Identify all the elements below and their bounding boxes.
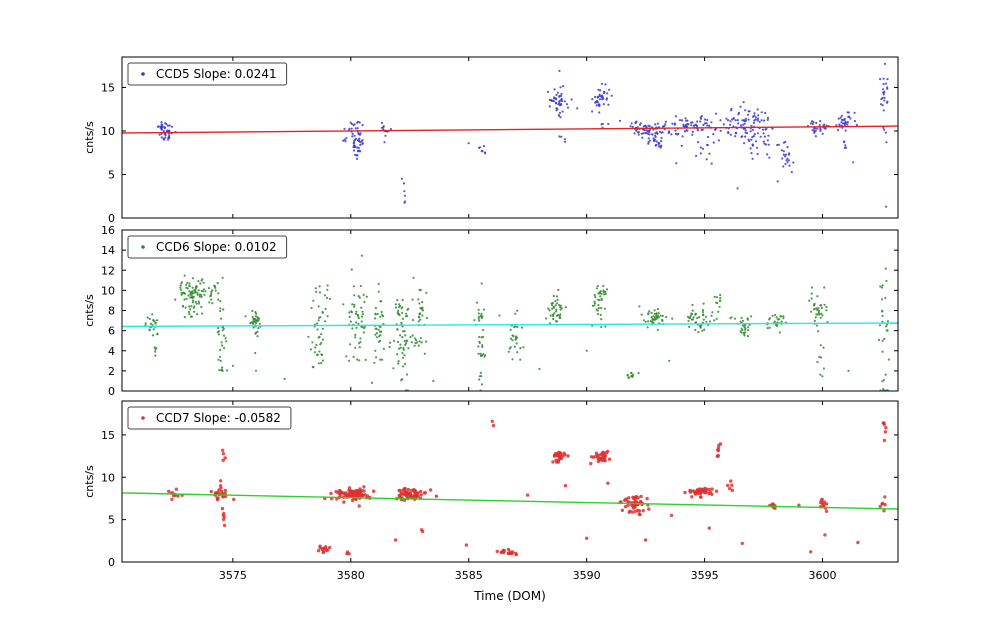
legend-frame <box>127 62 288 86</box>
y-axis-label-ccd6: cnts/s <box>83 294 96 327</box>
subplot-ccd7: 0 5 10 15 3575 3580 3585 3590 3595 3600 cnts/s CCD7… <box>83 400 899 582</box>
legend-frame <box>127 406 292 430</box>
legend-label: CCD7 Slope: -0.0582 <box>156 411 281 425</box>
y-tick-label: 6 <box>108 325 115 338</box>
scatter-points-ccd5 <box>156 62 889 208</box>
y-tick-label: 2 <box>108 365 115 378</box>
x-tick-label: 3575 <box>219 569 247 582</box>
y-tick-label: 16 <box>101 224 115 237</box>
x-axis-label: Time (DOM) <box>473 589 546 603</box>
y-axis-label-ccd5: cnts/s <box>83 121 96 154</box>
y-tick-label: 10 <box>101 471 115 484</box>
y-tick-label: 4 <box>108 345 115 358</box>
axes-frame-ccd5 <box>121 56 899 219</box>
x-tick-label: 3585 <box>455 569 483 582</box>
legend-marker <box>141 245 145 249</box>
legend-ccd7: CCD7 Slope: -0.0582 <box>127 406 292 430</box>
y-tick-label: 15 <box>101 429 115 442</box>
y-tick-label: 10 <box>101 125 115 138</box>
y-tick-label: 15 <box>101 81 115 94</box>
x-tick-label: 3590 <box>573 569 601 582</box>
scatter-points-ccd7 <box>167 419 888 557</box>
trend-line-ccd5 <box>122 125 898 134</box>
y-tick-label: 8 <box>108 305 115 318</box>
y-tick-label: 0 <box>108 385 115 398</box>
y-tick-label: 0 <box>108 212 115 225</box>
trend-line-ccd7 <box>122 492 898 510</box>
subplot-ccd6: 0 2 4 6 8 10 12 14 16 cnts/s CCD6 Slope: 0.0102 <box>83 224 899 398</box>
trend-line-ccd6 <box>122 322 898 328</box>
x-tick-label: 3595 <box>691 569 719 582</box>
subplot-ccd5: 0 5 10 15 cnts/s CCD5 Slope: 0.0241 <box>83 56 899 225</box>
legend-marker <box>141 72 145 76</box>
x-tick-label: 3600 <box>809 569 837 582</box>
y-tick-label: 12 <box>101 264 115 277</box>
y-tick-label: 14 <box>101 244 115 257</box>
y-tick-label: 0 <box>108 556 115 569</box>
legend-label: CCD5 Slope: 0.0241 <box>156 67 277 81</box>
legend-marker <box>141 416 145 420</box>
y-tick-label: 10 <box>101 284 115 297</box>
legend-ccd6: CCD6 Slope: 0.0102 <box>127 235 288 259</box>
legend-frame <box>127 235 288 259</box>
y-tick-label: 5 <box>108 514 115 527</box>
x-tick-label: 3580 <box>337 569 365 582</box>
y-axis-label-ccd7: cnts/s <box>83 465 96 498</box>
legend-ccd5: CCD5 Slope: 0.0241 <box>127 62 288 86</box>
legend-label: CCD6 Slope: 0.0102 <box>156 240 277 254</box>
axes-frame-ccd7 <box>121 400 899 563</box>
y-tick-label: 5 <box>108 168 115 181</box>
